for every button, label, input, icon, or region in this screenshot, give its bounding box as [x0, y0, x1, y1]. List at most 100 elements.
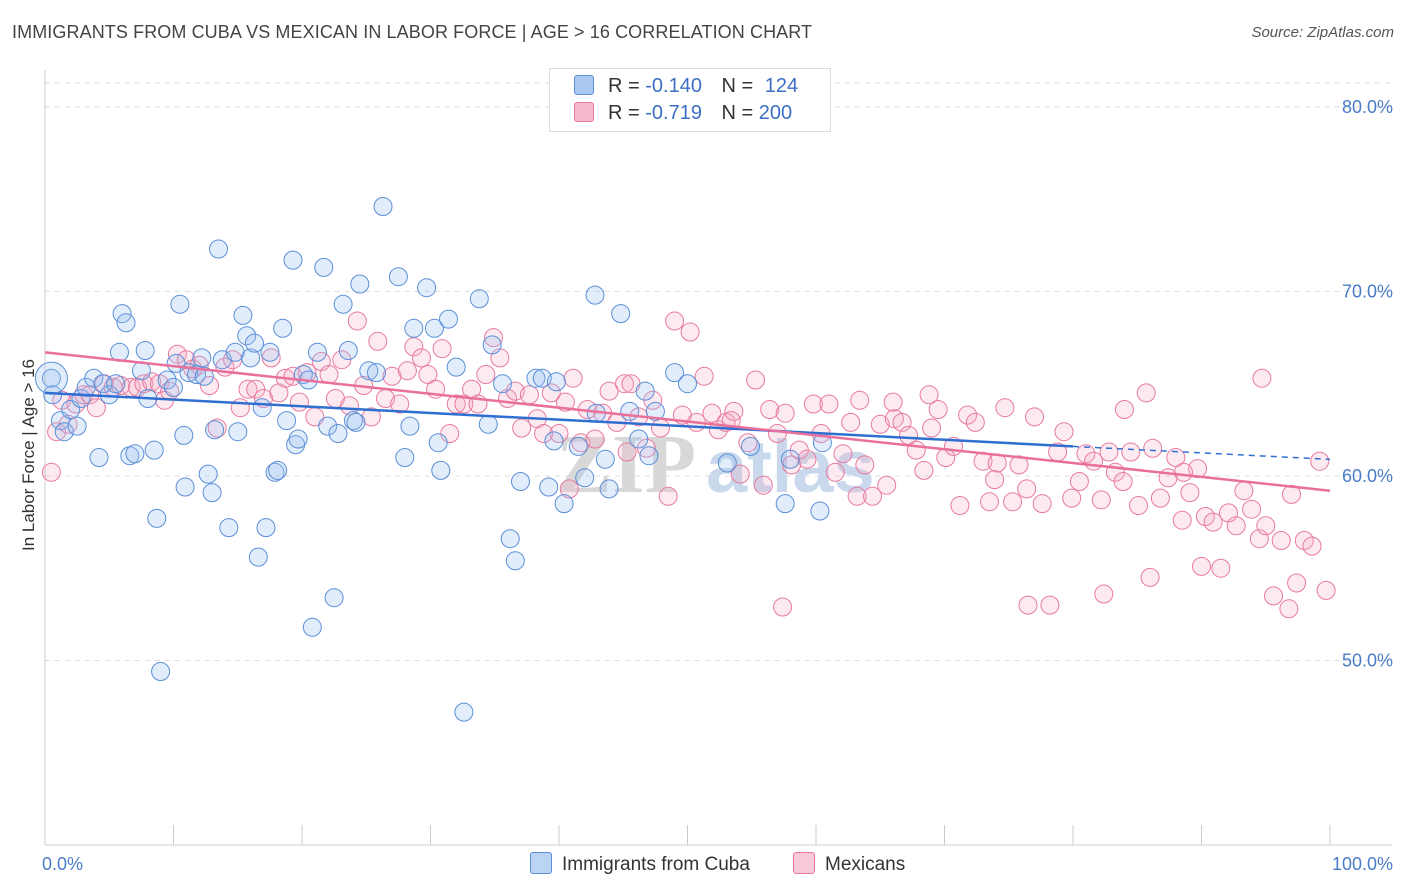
data-point: [347, 311, 367, 331]
data-point: [995, 398, 1015, 418]
data-point: [359, 361, 379, 381]
data-point: [248, 547, 268, 567]
data-point: [620, 401, 640, 421]
data-point: [346, 412, 366, 432]
data-point: [1302, 536, 1322, 556]
data-point: [1271, 531, 1291, 550]
data-point: [230, 398, 250, 418]
data-point: [1129, 496, 1148, 515]
data-point: [568, 436, 588, 456]
data-point: [1316, 580, 1336, 600]
data-point: [1114, 400, 1134, 419]
data-point: [575, 468, 595, 488]
data-point: [1150, 488, 1170, 508]
data-point: [318, 416, 338, 436]
data-point: [367, 363, 386, 383]
bottom-legend-cuba: Immigrants from Cuba: [530, 852, 750, 876]
data-point: [319, 365, 339, 384]
data-point: [404, 318, 424, 338]
data-point: [418, 365, 438, 384]
bottom-legend-label-cuba: Immigrants from Cuba: [562, 854, 750, 875]
data-point: [1166, 448, 1186, 467]
y-tick-labels: 50.0% 60.0% 70.0% 80.0%: [1342, 97, 1393, 671]
data-point: [112, 304, 132, 324]
data-point: [863, 486, 882, 506]
data-point: [554, 494, 574, 514]
legend-n-value: 200: [758, 102, 793, 124]
data-point: [324, 588, 344, 608]
data-point: [585, 429, 605, 449]
data-point: [1099, 442, 1119, 462]
data-point: [841, 412, 861, 432]
data-point: [252, 398, 272, 418]
data-point: [1234, 481, 1254, 501]
data-point: [440, 424, 460, 443]
data-point: [544, 431, 564, 451]
legend-swatch-cuba: [574, 75, 594, 95]
data-point: [526, 368, 546, 388]
data-point: [541, 383, 561, 403]
data-point: [125, 444, 145, 464]
data-point: [432, 339, 452, 359]
data-point: [469, 289, 489, 309]
data-point: [1172, 510, 1192, 530]
data-point: [106, 374, 126, 394]
data-point: [753, 475, 773, 495]
data-point: [803, 394, 823, 414]
data-point: [1264, 586, 1283, 606]
axes: [44, 70, 1392, 846]
data-point: [773, 597, 793, 617]
data-point: [67, 416, 87, 436]
data-point: [1069, 472, 1089, 491]
data-point: [157, 370, 177, 390]
bottom-legend-mexicans: Mexicans: [793, 852, 905, 876]
data-point: [980, 492, 999, 512]
data-point: [775, 403, 795, 423]
data-point: [388, 267, 408, 287]
legend-n-label: N =: [721, 75, 754, 97]
data-point: [847, 486, 867, 506]
legend-r-label: R =: [608, 102, 640, 124]
data-point: [645, 401, 665, 421]
data-point: [906, 440, 926, 460]
data-point: [277, 411, 297, 431]
trend-line-mexicans: [44, 351, 1331, 492]
data-point: [170, 294, 190, 314]
data-point: [233, 305, 253, 325]
data-point: [1054, 422, 1074, 442]
data-point: [116, 313, 136, 333]
data-point: [1032, 494, 1052, 514]
data-point: [417, 278, 437, 298]
legend-row-cuba: R = -0.140 N = 124: [574, 75, 798, 101]
legend-swatch-mexicans: [574, 102, 594, 122]
data-point: [202, 483, 222, 503]
data-point: [599, 381, 619, 401]
data-point: [555, 392, 575, 412]
x-tick-label: 100.0%: [1332, 854, 1393, 874]
data-point: [546, 372, 566, 392]
data-point: [702, 403, 722, 423]
data-point: [780, 449, 800, 469]
data-point: [617, 442, 637, 462]
data-point: [424, 318, 444, 338]
data-point: [288, 429, 308, 449]
data-point: [738, 433, 758, 453]
data-point: [1113, 472, 1133, 491]
legend-n-value: 124: [764, 75, 799, 97]
data-point: [175, 477, 195, 497]
data-point: [505, 551, 525, 571]
data-point: [476, 365, 496, 384]
data-point: [819, 394, 839, 414]
data-point: [47, 422, 67, 442]
data-point: [519, 385, 539, 405]
data-point: [397, 361, 417, 381]
data-point: [1140, 567, 1160, 587]
data-point: [1003, 492, 1023, 512]
data-point: [1009, 455, 1029, 475]
data-point: [1226, 516, 1246, 536]
data-point: [238, 379, 258, 399]
data-point: [775, 494, 795, 514]
data-point: [256, 518, 276, 538]
data-point: [86, 398, 106, 418]
trend-line-cuba: [44, 391, 1074, 448]
